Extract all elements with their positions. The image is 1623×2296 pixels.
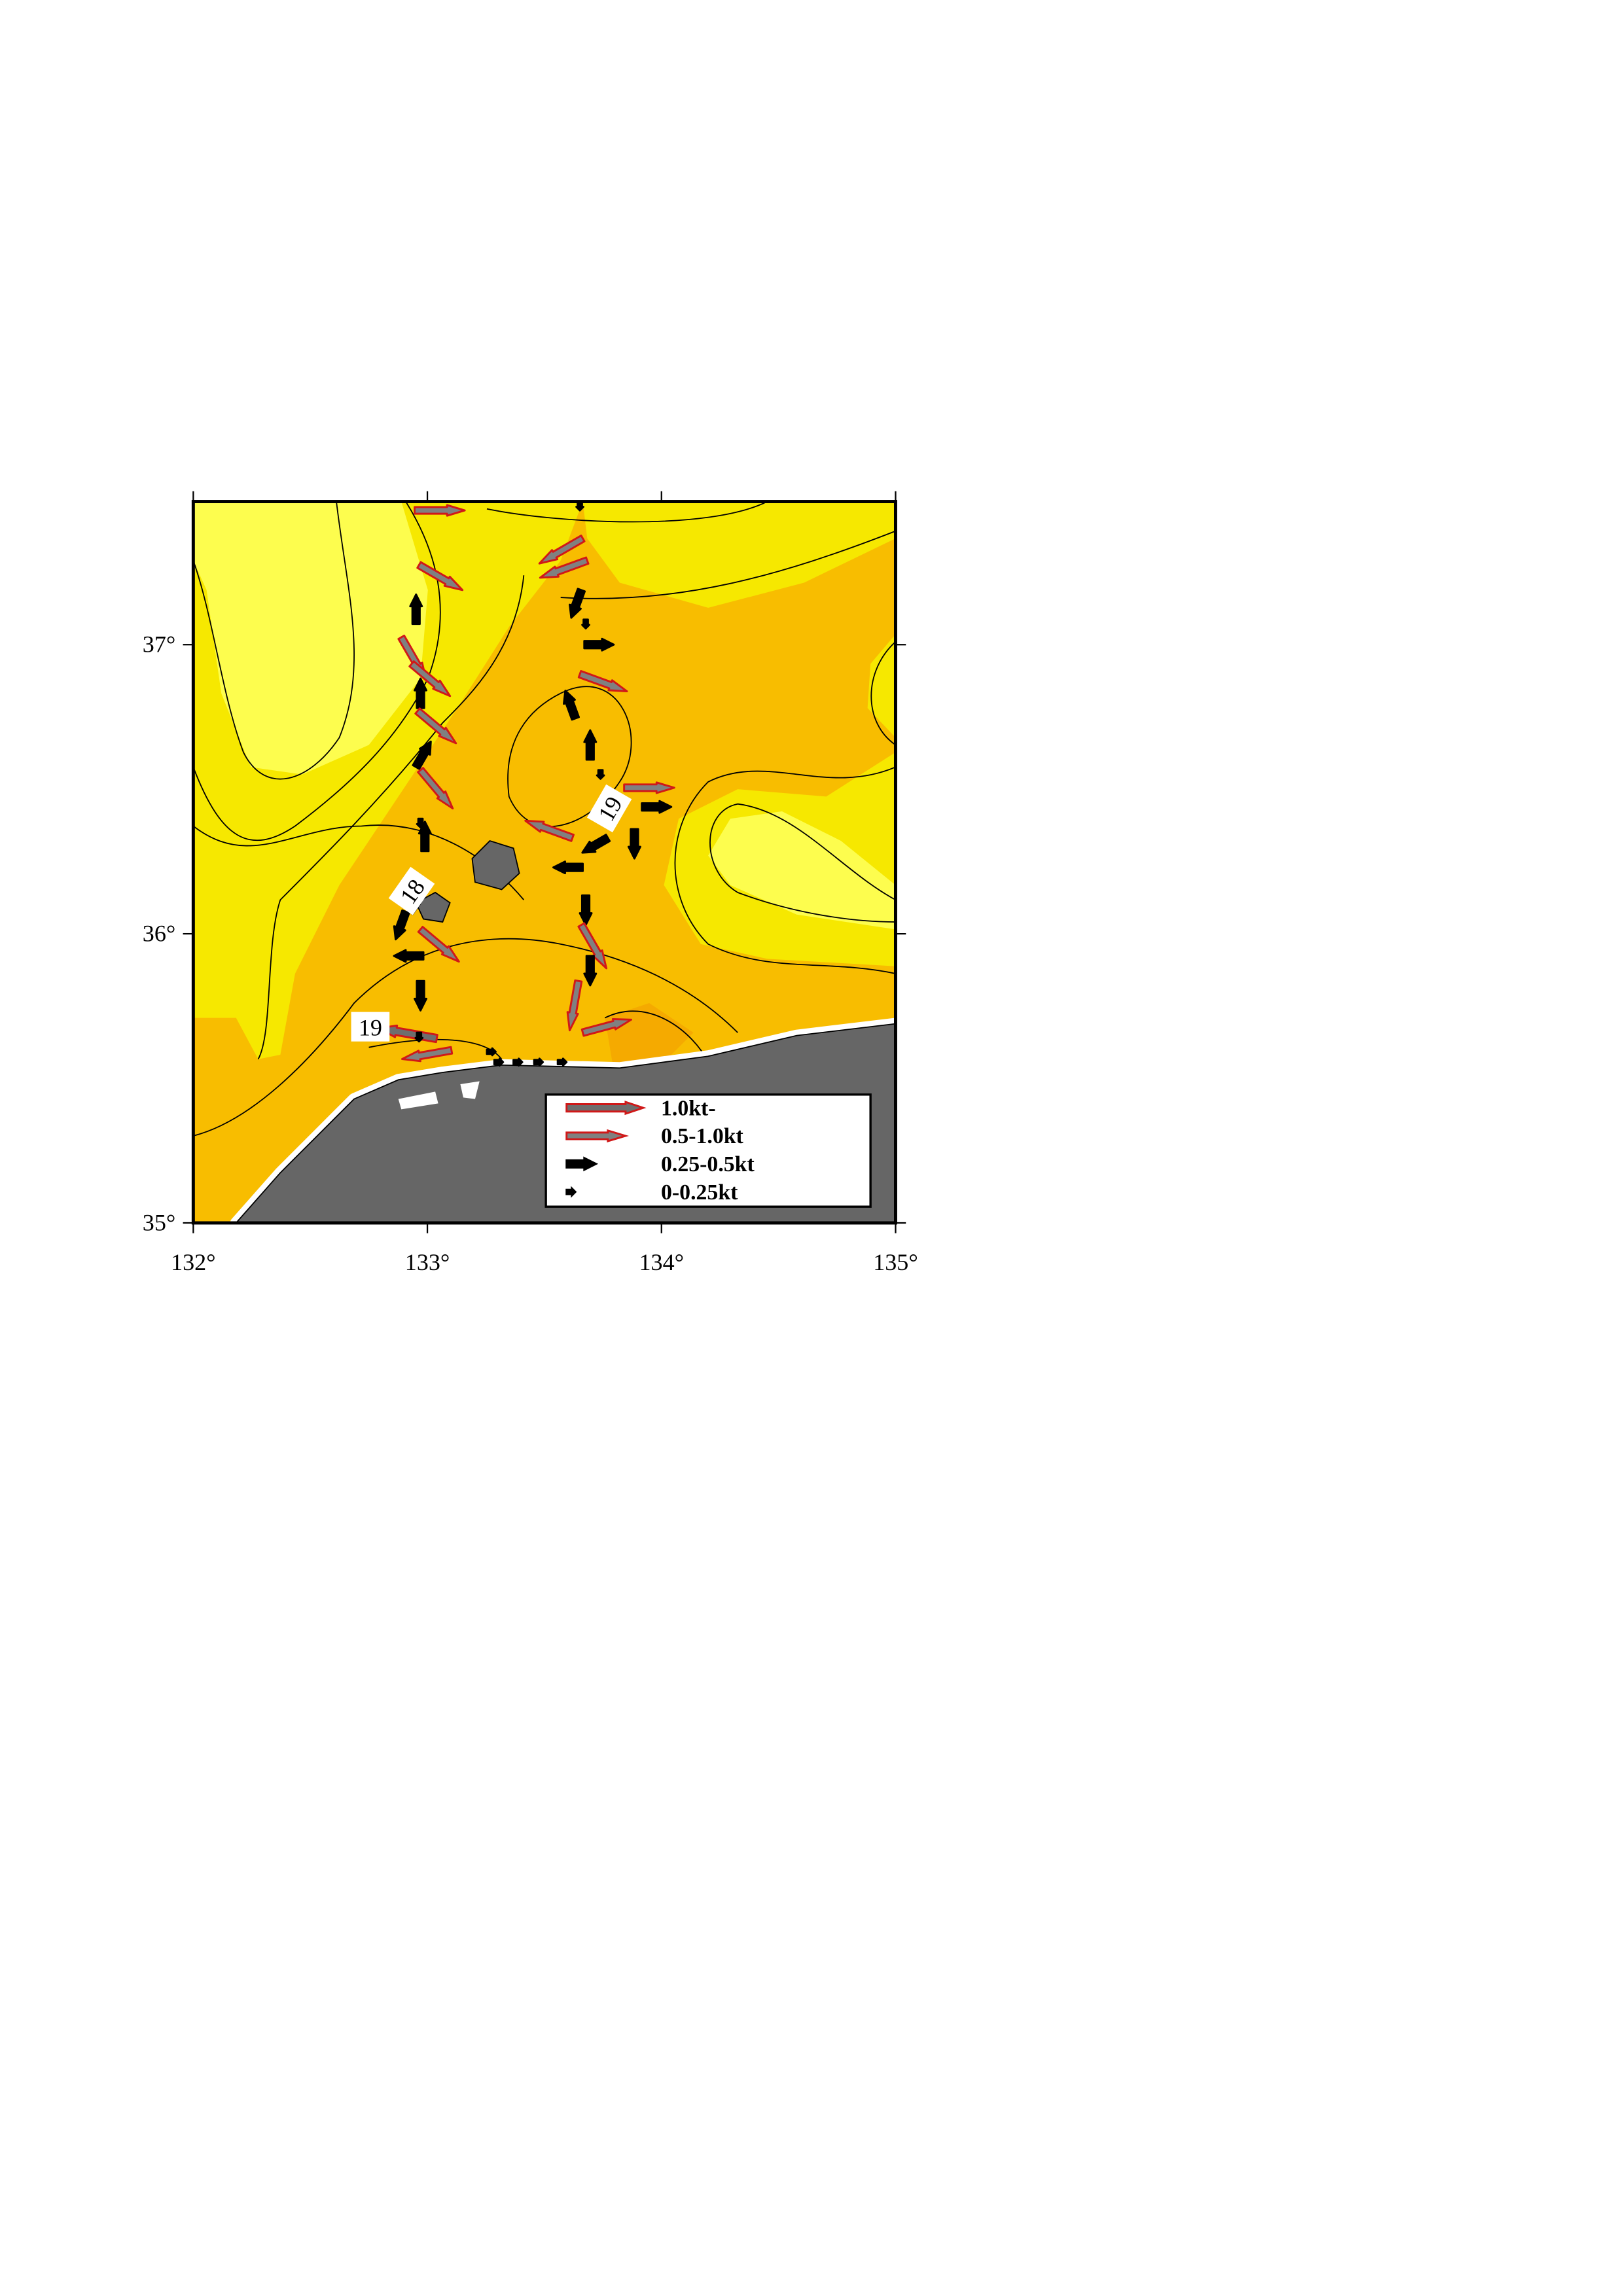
current-arrow (575, 501, 584, 512)
current-arrow (408, 660, 452, 698)
current-arrow (412, 740, 432, 770)
contour-label: 19 (351, 1012, 390, 1042)
current-vectors (378, 501, 675, 1067)
lat-tick-label: 35° (143, 1209, 175, 1235)
contour-label-box (351, 1012, 390, 1042)
contour-label-text: 19 (359, 1015, 382, 1041)
current-arrow (539, 556, 590, 579)
current-arrow (579, 894, 593, 927)
current-arrow (583, 955, 597, 987)
contour (507, 686, 632, 827)
current-arrow (627, 828, 641, 860)
current-arrow (409, 593, 423, 626)
lon-tick-label: 135° (873, 1249, 918, 1275)
current-arrow (552, 860, 584, 875)
legend-label: 1.0kt- (661, 1096, 716, 1120)
current-arrow (486, 1047, 497, 1057)
sea-cool (582, 501, 896, 608)
contour (560, 530, 896, 599)
current-arrow (417, 767, 454, 810)
current-arrow (414, 504, 466, 517)
axes: 132° 133° 134° 135° 35° 36° 37° (143, 491, 918, 1275)
lagoon (460, 1081, 480, 1099)
current-arrow (418, 821, 432, 853)
current-arrow (417, 925, 460, 963)
island (415, 891, 451, 923)
current-arrow (566, 979, 583, 1032)
legend-symbol (565, 1129, 630, 1143)
current-arrow (641, 800, 673, 814)
contour-label-box (388, 866, 435, 915)
contour-label-box (586, 784, 632, 833)
legend-label: 0.5-1.0kt (661, 1124, 744, 1148)
current-arrow (581, 834, 611, 854)
legend: 1.0kt- 0.5-1.0kt 0.25-0.5kt 0-0.25kt (544, 1093, 872, 1208)
current-arrow (414, 980, 428, 1012)
lon-tick-label: 133° (405, 1249, 450, 1275)
lon-tick-label: 134° (639, 1249, 685, 1275)
current-arrow (556, 1057, 568, 1067)
current-arrow (577, 922, 608, 970)
sea-warmest (605, 1003, 694, 1063)
legend-label: 0.25-0.5kt (661, 1152, 755, 1176)
contour (674, 766, 896, 974)
contour (193, 501, 355, 780)
current-arrow (583, 729, 597, 761)
current-arrow (493, 1057, 505, 1067)
current-arrow (416, 561, 464, 592)
contour (257, 575, 525, 1060)
legend-label: 0-0.25kt (661, 1180, 738, 1205)
current-arrow (581, 618, 590, 629)
legend-symbol (565, 1101, 647, 1116)
lagoon (398, 1091, 438, 1110)
contour (604, 1010, 709, 1063)
current-arrow (524, 819, 575, 842)
legend-box (544, 1093, 872, 1208)
current-arrow (533, 1057, 544, 1067)
current-arrow (393, 949, 425, 963)
island (471, 840, 520, 891)
contour (709, 803, 896, 923)
sea-coolest (193, 501, 428, 775)
current-arrow (538, 535, 586, 565)
current-arrow (416, 817, 425, 829)
current-arrow (414, 677, 428, 709)
current-arrow (512, 1057, 524, 1067)
current-arrow (577, 670, 628, 692)
current-arrow (563, 690, 580, 721)
contour-label: 19 (586, 784, 632, 833)
current-arrow (569, 588, 586, 619)
current-arrow (623, 781, 675, 794)
contour (870, 641, 896, 746)
lat-tick-label: 36° (143, 920, 175, 946)
current-arrow (414, 707, 457, 745)
current-arrow (401, 1046, 454, 1063)
map-frame (191, 500, 897, 1225)
current-arrow (414, 1031, 424, 1043)
legend-symbol (565, 1186, 577, 1198)
legend-symbol (565, 1156, 599, 1172)
sea-cool (867, 634, 896, 738)
current-arrow (583, 637, 615, 652)
current-arrow (596, 769, 605, 780)
current-arrow (580, 1018, 633, 1037)
contour (486, 501, 768, 523)
current-arrow (393, 909, 410, 941)
sea-coolest (708, 811, 896, 930)
lon-tick-label: 132° (171, 1249, 216, 1275)
lat-tick-label: 37° (143, 631, 175, 657)
contour (193, 501, 441, 841)
